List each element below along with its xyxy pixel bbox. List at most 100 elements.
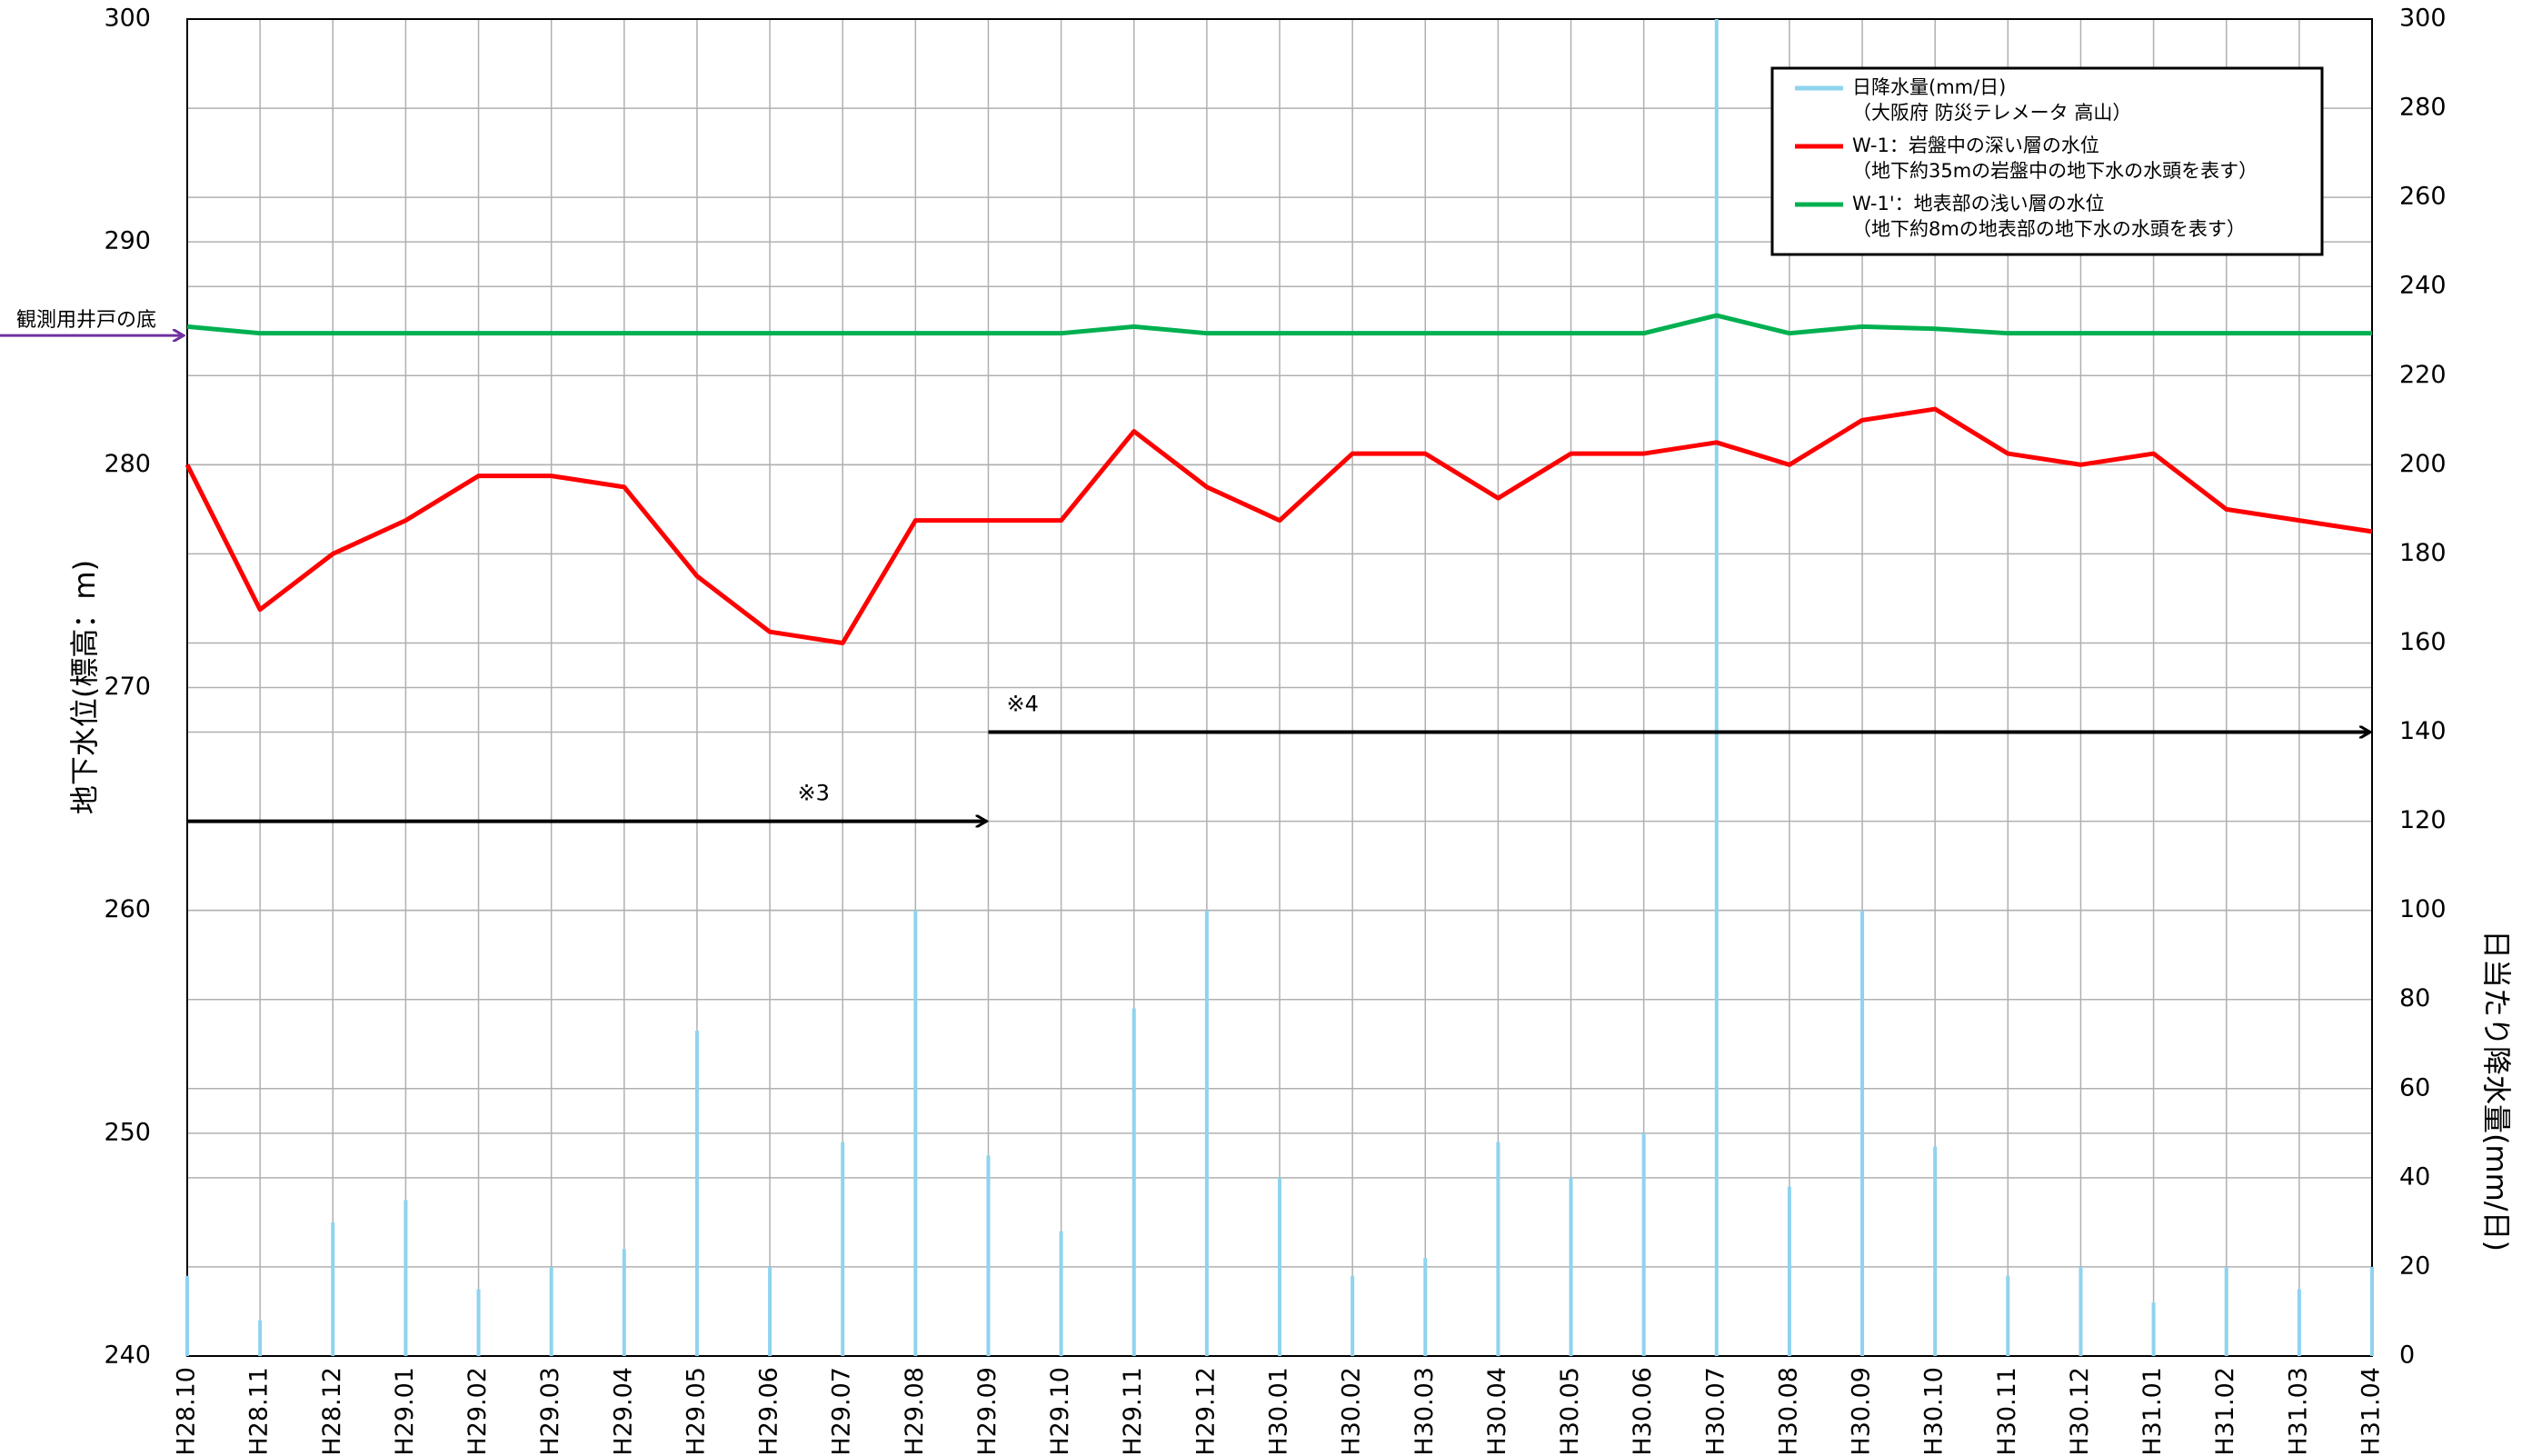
rain-bar: [2224, 1266, 2228, 1356]
rain-bar: [913, 910, 918, 1356]
well-bottom-label: 観測用井戸の底: [16, 309, 156, 332]
rain-bar: [476, 1289, 481, 1356]
x-tick-label: H30.04: [1483, 1367, 1511, 1456]
rain-bar: [1059, 1231, 1063, 1356]
rain-bar: [768, 1266, 773, 1356]
x-tick-label: H30.09: [1848, 1367, 1876, 1456]
x-tick-label: H29.10: [1046, 1367, 1074, 1456]
x-tick-label: H29.04: [609, 1367, 637, 1456]
x-tick-label: H30.10: [1920, 1367, 1949, 1456]
x-tick-label: H31.02: [2211, 1367, 2239, 1456]
y2-tick-label: 260: [2399, 183, 2447, 211]
rain-bar: [258, 1320, 263, 1356]
x-tick-label: H31.04: [2358, 1367, 2386, 1456]
y-tick-label: 270: [104, 673, 151, 701]
y-tick-label: 300: [104, 5, 151, 33]
x-tick-label: H29.05: [682, 1367, 710, 1456]
x-tick-label: H31.03: [2284, 1367, 2312, 1456]
x-tick-label: H29.03: [536, 1367, 564, 1456]
x-tick-label: H29.09: [973, 1367, 1002, 1456]
rain-bar: [841, 1142, 845, 1356]
rain-bar: [185, 1275, 189, 1356]
rain-bar: [986, 1155, 991, 1356]
y2-tick-label: 100: [2399, 895, 2447, 923]
rain-bar: [1496, 1142, 1500, 1356]
y-tick-label: 290: [104, 227, 151, 255]
y-tick-label: 280: [104, 450, 151, 478]
y2-tick-label: 20: [2399, 1252, 2430, 1280]
y2-tick-label: 160: [2399, 628, 2447, 656]
water-level-line: [184, 406, 2373, 645]
x-tick-label: H30.08: [1774, 1367, 1802, 1456]
legend-note: （地下約8mの地表部の地下水の水頭を表す）: [1852, 218, 2246, 240]
y2-tick-label: 120: [2399, 806, 2447, 834]
y-tick-label: 260: [104, 895, 151, 923]
y2-tick-label: 220: [2399, 361, 2447, 389]
y2-tick-label: 140: [2399, 717, 2447, 745]
rain-bar: [694, 1031, 699, 1356]
x-tick-label: H30.01: [1265, 1367, 1293, 1456]
x-tick-label: H31.01: [2138, 1367, 2167, 1456]
x-tick-label: H30.11: [1993, 1367, 2021, 1456]
x-tick-label: H29.07: [828, 1367, 856, 1456]
y2-tick-label: 80: [2399, 984, 2430, 1012]
rain-bar: [622, 1249, 626, 1356]
rain-bar: [1278, 1177, 1281, 1356]
x-tick-label: H29.02: [464, 1367, 492, 1456]
x-tick-label: H30.07: [1701, 1367, 1730, 1456]
x-tick-label: H28.10: [173, 1367, 201, 1456]
y2-tick-label: 300: [2399, 5, 2447, 33]
x-tick-label: H30.12: [2066, 1367, 2094, 1456]
water-level-line: [186, 313, 2372, 336]
y-axis-label: 地下水位(標高：m): [67, 560, 102, 814]
y-tick-label: 240: [104, 1341, 151, 1370]
rain-bar: [331, 1222, 335, 1356]
y2-tick-label: 240: [2399, 272, 2447, 300]
x-tick-label: H29.01: [391, 1367, 419, 1456]
legend-box: [1770, 66, 2324, 256]
legend-label: W-1'：地表部の浅い層の水位: [1852, 193, 2105, 214]
legend-label: 日降水量(mm/日): [1852, 76, 2006, 98]
rain-bar: [549, 1266, 553, 1356]
x-tick-label: H30.06: [1629, 1367, 1657, 1456]
rain-bar: [2297, 1289, 2301, 1356]
legend-note: （地下約35mの岩盤中の地下水の水頭を表す）: [1852, 160, 2258, 182]
x-tick-label: H30.05: [1556, 1367, 1584, 1456]
x-tick-label: H30.03: [1411, 1367, 1439, 1456]
rain-bar: [2370, 1266, 2374, 1356]
period-label: ※3: [797, 781, 829, 806]
rain-bar: [2151, 1302, 2156, 1356]
rain-bar: [1569, 1177, 1573, 1356]
period-label: ※4: [1006, 692, 1038, 717]
x-tick-label: H29.11: [1119, 1367, 1147, 1456]
y2-tick-label: 0: [2399, 1341, 2415, 1370]
y2-tick-label: 60: [2399, 1073, 2430, 1102]
rain-bar: [1423, 1258, 1428, 1356]
rain-bar: [1641, 1132, 1646, 1356]
x-tick-label: H29.12: [1191, 1367, 1220, 1456]
y2-tick-label: 200: [2399, 450, 2447, 478]
y-tick-label: 250: [104, 1118, 151, 1146]
rain-bar: [1787, 1186, 1791, 1356]
rain-bar: [404, 1200, 408, 1356]
y2-axis-label: 日当たり降水量(mm/日): [2479, 930, 2514, 1252]
rain-bar: [2006, 1275, 2010, 1356]
y2-tick-label: 180: [2399, 539, 2447, 567]
rain-bar: [1204, 910, 1209, 1356]
x-tick-label: H29.06: [755, 1367, 783, 1456]
rain-bar: [1860, 910, 1865, 1356]
rain-bar: [1351, 1275, 1355, 1356]
x-tick-label: H28.12: [318, 1367, 346, 1456]
rain-bar: [1933, 1146, 1938, 1356]
y2-tick-label: 280: [2399, 94, 2447, 122]
x-tick-label: H29.08: [901, 1367, 929, 1456]
x-tick-label: H28.11: [245, 1367, 274, 1456]
x-tick-label: H30.02: [1338, 1367, 1366, 1456]
y2-tick-label: 40: [2399, 1162, 2430, 1191]
rain-bar: [1714, 19, 1719, 1356]
rain-bar: [2078, 1266, 2083, 1356]
legend-label: W-1：岩盤中の深い層の水位: [1852, 135, 2099, 156]
legend-note: （大阪府 防災テレメータ 高山）: [1852, 102, 2131, 124]
rain-bar: [1131, 1008, 1136, 1356]
